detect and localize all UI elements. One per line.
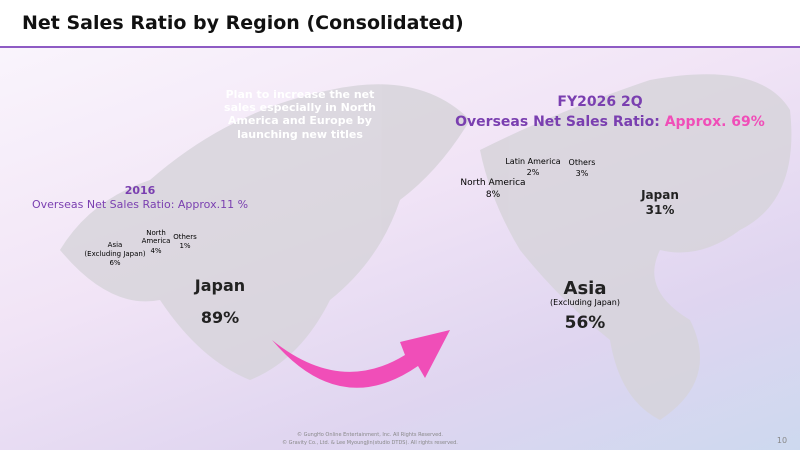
segment-value: 6% — [109, 259, 121, 267]
segment-label: Asia — [107, 241, 123, 249]
segment-label: Japan — [641, 188, 679, 202]
segment-label: Others — [568, 158, 596, 167]
segment-value: 1% — [179, 242, 191, 250]
note: Plan to increase the net sales especiall… — [224, 88, 376, 141]
title-bar — [0, 0, 800, 48]
ratio: Overseas Net Sales Ratio: Approx. 69% — [440, 114, 780, 131]
segment-value: 31% — [645, 203, 675, 217]
segment-label: Others — [173, 233, 197, 241]
arrow — [272, 330, 450, 388]
period: FY2026 2Q — [557, 94, 643, 110]
segment-label: Japan — [194, 276, 246, 295]
page-number: 10 — [776, 436, 788, 445]
ratio-value: Approx. 69% — [664, 114, 765, 130]
segment-value: 89% — [200, 308, 240, 327]
segment-sublabel: (Excluding Japan) — [550, 298, 620, 307]
segment-sublabel: (Excluding Japan) — [84, 250, 146, 258]
footer-line: © Gravity Co., Ltd. & Lee MyoungJin(stud… — [282, 440, 458, 446]
segment-label: North America — [460, 178, 526, 188]
ratio: Overseas Net Sales Ratio: Approx.11 % — [31, 198, 249, 211]
segment-value: 4% — [150, 247, 162, 255]
segment-label: Asia — [563, 278, 607, 299]
ratio-text: Overseas Net Sales Ratio: — [455, 114, 660, 130]
segment-value: 8% — [485, 190, 501, 200]
segment-value: 56% — [564, 313, 606, 333]
period: 2016 — [124, 184, 156, 197]
slide-title: Net Sales Ratio by Region (Consolidated) — [22, 12, 464, 34]
segment-value: 3% — [575, 169, 589, 178]
segment-label: North America — [141, 229, 171, 246]
segment-value: 2% — [526, 168, 540, 177]
footer-line: © GungHo Online Entertainment, Inc. All … — [297, 432, 443, 438]
segment-label: Latin America — [505, 157, 561, 166]
